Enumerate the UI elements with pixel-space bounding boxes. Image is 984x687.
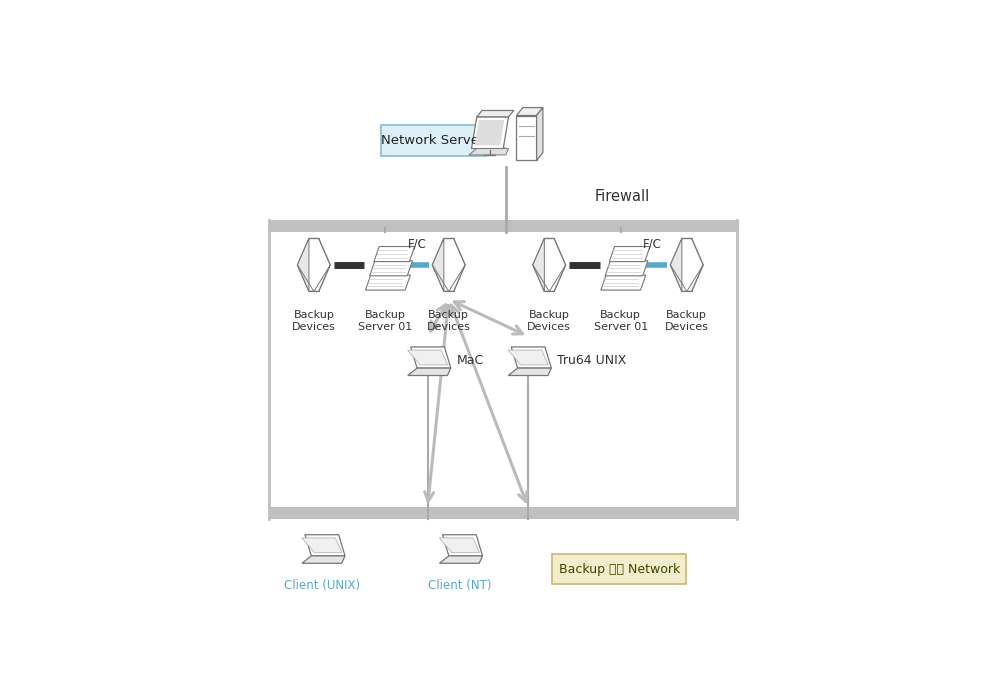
Polygon shape [517, 108, 543, 115]
Polygon shape [374, 247, 414, 262]
Text: Backup 전용 Network: Backup 전용 Network [559, 563, 680, 576]
Text: Client (NT): Client (NT) [428, 578, 491, 592]
Polygon shape [432, 238, 444, 291]
Polygon shape [407, 368, 451, 376]
Text: Backup
Devices: Backup Devices [665, 310, 708, 333]
Polygon shape [302, 556, 345, 563]
Polygon shape [517, 115, 536, 161]
Text: Backup
Devices: Backup Devices [292, 310, 336, 333]
Text: Firewall: Firewall [594, 189, 649, 203]
Polygon shape [536, 108, 543, 161]
Text: Tru64 UNIX: Tru64 UNIX [557, 354, 627, 367]
Polygon shape [512, 347, 551, 368]
Text: MaC: MaC [457, 354, 484, 367]
Polygon shape [410, 347, 451, 368]
Polygon shape [509, 368, 551, 376]
Text: Client (UNIX): Client (UNIX) [283, 578, 360, 592]
Text: Backup
Server 01: Backup Server 01 [358, 310, 412, 333]
Text: Backup
Devices: Backup Devices [427, 310, 470, 333]
Polygon shape [305, 534, 345, 556]
Polygon shape [468, 148, 509, 155]
Polygon shape [601, 275, 646, 290]
Polygon shape [533, 238, 544, 291]
Bar [269, 507, 737, 519]
Polygon shape [302, 538, 341, 553]
Polygon shape [533, 238, 566, 291]
Polygon shape [432, 238, 465, 291]
Polygon shape [407, 350, 448, 365]
Polygon shape [609, 247, 650, 262]
Polygon shape [440, 556, 482, 563]
FancyBboxPatch shape [381, 125, 485, 156]
Text: Network Server: Network Server [381, 134, 485, 147]
Polygon shape [297, 238, 309, 291]
Polygon shape [670, 238, 704, 291]
Polygon shape [477, 111, 514, 117]
Text: Backup
Server 01: Backup Server 01 [593, 310, 647, 333]
Polygon shape [474, 120, 505, 146]
Polygon shape [670, 238, 682, 291]
Polygon shape [508, 350, 548, 365]
Polygon shape [297, 238, 331, 291]
Bar [269, 220, 737, 232]
Polygon shape [471, 117, 509, 148]
Text: Backup
Devices: Backup Devices [527, 310, 571, 333]
Text: F/C: F/C [643, 237, 662, 250]
Polygon shape [370, 261, 412, 275]
Text: F/C: F/C [407, 237, 426, 250]
Polygon shape [605, 261, 647, 275]
Bar [269, 220, 737, 519]
Polygon shape [365, 275, 410, 290]
Polygon shape [443, 534, 482, 556]
Polygon shape [439, 538, 479, 553]
FancyBboxPatch shape [552, 554, 686, 585]
